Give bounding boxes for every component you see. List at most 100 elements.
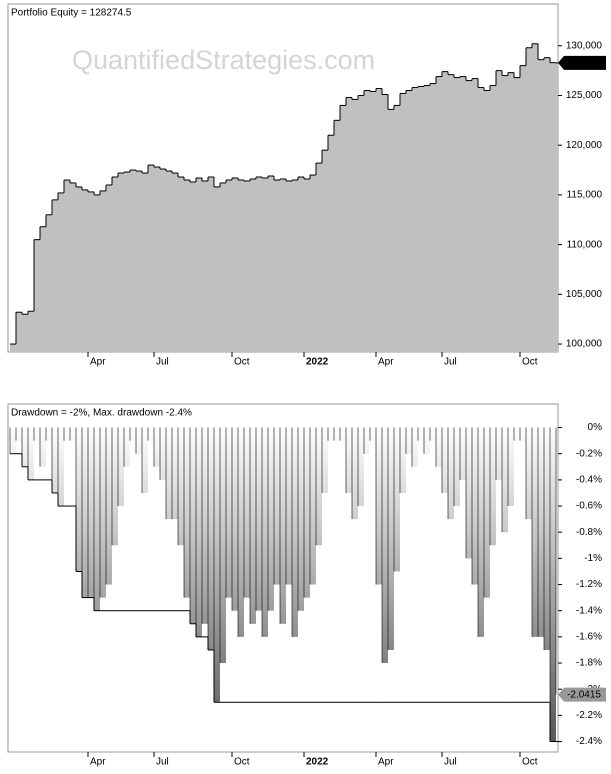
drawdown-bar	[154, 427, 160, 467]
equity-bar	[100, 190, 106, 352]
drawdown-bar	[220, 427, 226, 664]
equity-bar	[178, 177, 184, 352]
equity-bar	[538, 59, 544, 353]
equity-bar	[106, 184, 112, 352]
drawdown-bar	[130, 427, 136, 441]
drawdown-bar	[442, 427, 448, 493]
equity-bar	[34, 239, 40, 352]
equity-bar	[232, 178, 238, 352]
x-tick-label: 2022	[306, 757, 329, 768]
drawdown-bar	[394, 427, 400, 572]
equity-bar	[364, 90, 370, 352]
equity-bar	[472, 78, 478, 353]
equity-bar	[64, 179, 70, 352]
last-value-label: -2.0415	[567, 689, 601, 700]
drawdown-bar	[490, 427, 496, 546]
drawdown-bar	[358, 427, 364, 507]
equity-bar	[358, 95, 364, 352]
drawdown-bar	[244, 427, 250, 598]
drawdown-bar	[16, 427, 22, 441]
drawdown-bar	[484, 427, 490, 598]
drawdown-bar	[22, 427, 28, 467]
equity-bar	[226, 179, 232, 352]
drawdown-bar	[52, 427, 58, 493]
equity-bar	[508, 72, 514, 352]
drawdown-bar	[58, 427, 64, 507]
y-tick-label: 0%	[588, 422, 603, 433]
drawdown-bar	[136, 427, 142, 454]
drawdown-bar	[322, 427, 328, 493]
drawdown-bar	[454, 427, 460, 507]
drawdown-bar	[532, 427, 538, 637]
drawdown-bar	[370, 427, 376, 441]
equity-bar	[262, 178, 268, 352]
equity-bar	[388, 109, 394, 352]
equity-bar	[484, 90, 490, 352]
drawdown-bar	[232, 427, 238, 611]
drawdown-bar	[34, 427, 40, 441]
equity-bar	[136, 171, 142, 352]
x-tick-label: Jul	[444, 757, 457, 768]
equity-bar	[448, 74, 454, 352]
drawdown-bar	[424, 427, 430, 454]
y-tick-label: -0.8%	[576, 527, 602, 538]
equity-bar	[346, 97, 352, 352]
equity-bar	[412, 87, 418, 353]
drawdown-bar	[226, 427, 232, 598]
x-tick-label: Oct	[234, 757, 250, 768]
drawdown-bar	[304, 427, 310, 598]
equity-bar	[82, 189, 88, 352]
equity-bar	[208, 177, 214, 352]
equity-bar	[142, 173, 148, 352]
equity-bar	[40, 226, 46, 352]
equity-bar	[172, 173, 178, 352]
equity-bar	[400, 93, 406, 352]
drawdown-bar	[508, 427, 514, 507]
last-value-flag	[558, 687, 606, 702]
y-tick-label: -2.2%	[576, 710, 602, 721]
drawdown-bar	[364, 427, 370, 454]
drawdown-bar	[334, 427, 340, 441]
drawdown-bar	[502, 427, 508, 533]
x-tick-label: Oct	[234, 357, 250, 368]
drawdown-bar	[538, 427, 544, 637]
equity-bar	[442, 71, 448, 353]
equity-bar	[52, 199, 58, 352]
drawdown-bar	[214, 427, 220, 703]
drawdown-bar	[40, 427, 46, 467]
drawdown-bar	[106, 427, 112, 585]
x-tick-label: Jul	[444, 357, 457, 368]
drawdown-bar	[514, 427, 520, 441]
equity-bar	[118, 173, 124, 352]
y-tick-label: 115,000	[567, 190, 603, 201]
equity-bar	[556, 62, 558, 352]
x-tick-label: Apr	[378, 357, 394, 368]
drawdown-bar	[190, 427, 196, 624]
y-tick-label: 105,000	[566, 289, 603, 300]
y-tick-label: -1.4%	[576, 605, 602, 616]
equity-bar	[88, 191, 94, 352]
drawdown-bar	[274, 427, 280, 585]
equity-bar	[340, 105, 346, 352]
equity-bar	[520, 65, 526, 352]
drawdown-bar	[526, 427, 532, 520]
equity-bar	[124, 172, 130, 352]
equity-bar	[550, 62, 556, 353]
drawdown-bar	[496, 427, 502, 480]
y-tick-label: 125,000	[566, 90, 603, 101]
equity-bar	[166, 171, 172, 352]
y-tick-label: -1.8%	[576, 658, 602, 669]
equity-bar	[406, 90, 412, 352]
equity-bar	[238, 179, 244, 352]
equity-bar	[322, 150, 328, 352]
y-tick-label: 100,000	[566, 339, 603, 350]
equity-bar	[154, 167, 160, 352]
equity-bar	[268, 176, 274, 352]
drawdown-bar	[46, 427, 52, 441]
equity-bar	[526, 47, 532, 353]
equity-bar	[376, 88, 382, 352]
drawdown-bar	[124, 427, 130, 467]
drawdown-bar	[256, 427, 262, 611]
drawdown-bar	[544, 427, 550, 650]
